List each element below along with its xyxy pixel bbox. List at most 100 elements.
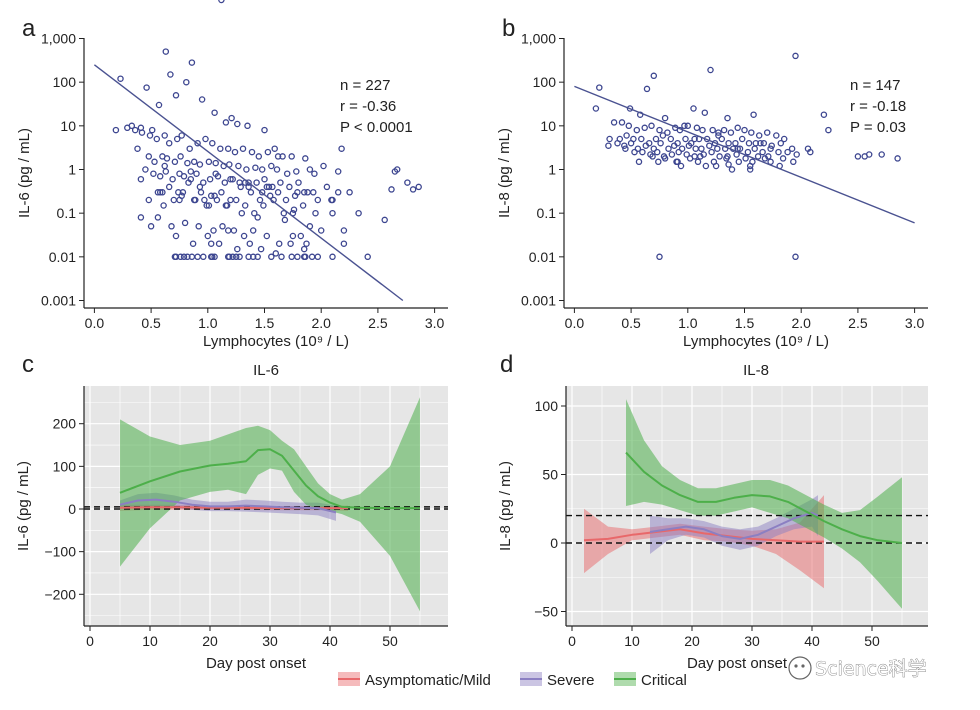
data-point: [261, 126, 268, 134]
data-point: [277, 179, 284, 186]
x-tick-label: 1.5: [735, 315, 755, 331]
data-point: [272, 250, 280, 257]
data-point: [677, 162, 685, 170]
data-point: [661, 114, 669, 122]
data-point: [143, 84, 150, 91]
data-point: [222, 119, 230, 126]
x-tick-label: 10: [624, 633, 640, 649]
data-point: [683, 151, 690, 158]
y-tick-label: −200: [44, 586, 76, 602]
data-point: [124, 124, 131, 132]
wechat-icon-eye-left: [794, 664, 798, 668]
data-point: [229, 175, 236, 183]
data-point: [241, 202, 249, 209]
data-point: [172, 253, 180, 261]
x-axis-label: Lymphocytes (10⁹ / L): [683, 333, 829, 350]
data-point: [147, 223, 155, 230]
panel-c: c IL-6 −200 −100 0 100 200 0 10 20 30 40 50 Day post …: [15, 351, 448, 672]
panel-letter-d: d: [500, 351, 513, 378]
data-point: [188, 59, 196, 66]
data-point: [171, 158, 179, 166]
x-tick-label: 20: [684, 633, 700, 649]
data-point: [625, 122, 633, 130]
data-point: [196, 161, 204, 168]
x-tick-label: 2.0: [311, 315, 331, 331]
panel-a: a 0.001 0.01 0.1 1 10 100 1,000 0.0 0.5 1.0 1.5 2.0 2…: [16, 0, 448, 350]
x-tick-label: 0: [568, 633, 576, 649]
data-point: [154, 189, 162, 196]
data-point: [234, 245, 241, 253]
data-point: [146, 132, 154, 139]
data-point: [760, 139, 768, 147]
data-point: [707, 66, 714, 74]
data-point: [253, 179, 260, 186]
data-point: [221, 179, 229, 186]
data-point: [134, 145, 141, 152]
x-tick-label: 0: [86, 633, 94, 649]
ribbon-severe: [650, 495, 818, 554]
data-point: [714, 145, 721, 152]
data-point: [718, 135, 726, 143]
series-line-asymptomatic-mild: [583, 528, 824, 543]
data-point: [861, 153, 868, 160]
data-point: [727, 129, 735, 136]
data-point: [156, 189, 164, 196]
data-point: [271, 145, 278, 152]
data-point: [244, 122, 251, 130]
data-point: [750, 111, 757, 118]
data-point: [170, 196, 178, 204]
data-point: [137, 214, 145, 221]
data-point: [112, 126, 120, 134]
x-tick-label: 3.0: [425, 315, 445, 331]
data-point: [736, 145, 744, 152]
y-tick-label: 0.1: [57, 205, 77, 221]
data-point: [234, 120, 241, 128]
data-point: [210, 227, 217, 234]
data-point: [167, 71, 174, 78]
x-tick-label: 40: [322, 633, 338, 649]
data-point: [274, 189, 282, 196]
data-point: [697, 153, 704, 160]
data-point: [790, 158, 797, 166]
x-axis-label: Day post onset: [206, 655, 307, 672]
data-point: [251, 209, 258, 217]
data-point: [699, 126, 706, 134]
y-tick-label: 100: [533, 74, 557, 90]
data-point: [299, 202, 307, 209]
data-point: [701, 109, 709, 116]
data-point: [622, 145, 629, 152]
data-point: [605, 142, 612, 149]
data-point: [668, 151, 676, 158]
watermark: Science科学: [788, 656, 927, 680]
y-axis-label: IL-8 (pg / mL): [496, 128, 513, 218]
data-point: [145, 196, 153, 204]
scatter-points: [592, 52, 901, 261]
data-point: [172, 232, 180, 240]
data-point: [261, 175, 268, 183]
data-point: [207, 240, 215, 247]
data-point: [131, 126, 139, 134]
data-point: [773, 132, 780, 139]
data-point: [293, 168, 300, 175]
y-tick-label: 0.001: [521, 293, 556, 309]
data-point: [338, 145, 345, 152]
data-point: [735, 158, 743, 166]
x-tick-label: 3.0: [905, 315, 925, 331]
data-point: [160, 202, 167, 209]
y-tick-label: 10: [60, 118, 76, 134]
stat-text: r = -0.36: [340, 98, 396, 115]
legend-label: Severe: [547, 672, 595, 689]
data-point: [205, 158, 213, 166]
data-point: [745, 139, 753, 147]
data-point: [260, 202, 267, 209]
y-tick-label: 1,000: [521, 31, 556, 47]
data-point: [340, 227, 348, 234]
data-point: [278, 253, 285, 261]
data-point: [255, 153, 263, 160]
data-point: [165, 183, 173, 191]
data-point: [280, 209, 288, 217]
data-point: [204, 232, 212, 240]
data-point: [754, 153, 762, 160]
data-point: [196, 183, 204, 191]
x-tick-label: 40: [804, 633, 820, 649]
